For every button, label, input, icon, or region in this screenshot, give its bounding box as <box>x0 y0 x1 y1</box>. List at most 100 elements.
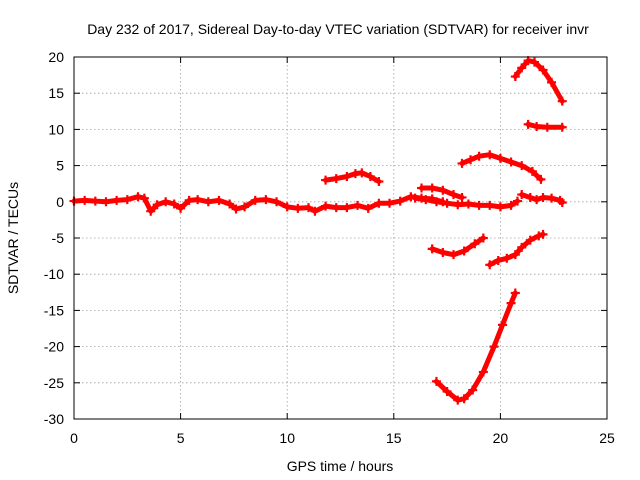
data-point <box>90 196 100 206</box>
data-point <box>353 200 363 210</box>
x-tick-label: 0 <box>70 430 78 446</box>
x-axis-label: GPS time / hours <box>287 458 394 474</box>
data-point <box>502 253 512 263</box>
data-point <box>510 72 520 82</box>
data-point <box>448 190 458 200</box>
data-point <box>474 200 484 210</box>
data-point <box>453 395 463 405</box>
data-point <box>161 197 171 207</box>
y-tick-label: 0 <box>56 194 64 210</box>
data-point <box>538 65 548 75</box>
data-point <box>538 192 548 202</box>
data-series-6 <box>457 150 546 184</box>
data-point <box>459 394 469 404</box>
plot-frame <box>73 56 608 420</box>
data-point <box>485 150 495 160</box>
y-tick-label: -10 <box>44 266 64 282</box>
data-point <box>470 239 480 249</box>
data-point <box>536 174 546 184</box>
data-point <box>523 119 533 129</box>
data-point <box>374 198 384 208</box>
data-point <box>152 200 162 210</box>
chart-title: Day 232 of 2017, Sidereal Day-to-day VTE… <box>87 21 589 37</box>
data-point <box>385 198 395 208</box>
y-tick-label: -30 <box>44 411 64 427</box>
data-point <box>231 204 241 214</box>
data-point <box>331 203 341 213</box>
data-series-9 <box>510 56 567 106</box>
data-point <box>527 166 537 176</box>
data-point <box>534 231 544 241</box>
data-point <box>495 153 505 163</box>
y-tick-label: -20 <box>44 339 64 355</box>
data-point <box>240 202 250 212</box>
data-point <box>485 260 495 270</box>
data-series-8 <box>517 190 567 208</box>
data-point <box>293 203 303 213</box>
data-point <box>310 206 320 216</box>
data-point <box>463 199 473 209</box>
data-series-1 <box>69 192 448 216</box>
data-point <box>478 367 488 377</box>
data-point <box>363 203 373 213</box>
data-point <box>374 177 384 187</box>
data-point <box>542 122 552 132</box>
data-point <box>101 197 111 207</box>
y-tick-label: -15 <box>44 302 64 318</box>
data-point <box>146 206 156 216</box>
data-point <box>250 195 260 205</box>
data-point <box>282 202 292 212</box>
data-point <box>448 250 458 260</box>
data-point <box>122 195 132 205</box>
y-tick-label: 10 <box>48 121 64 137</box>
data-point <box>525 192 535 202</box>
data-point <box>457 158 467 168</box>
x-tick-label: 5 <box>177 430 185 446</box>
data-point <box>357 168 367 178</box>
data-point <box>459 246 469 256</box>
data-point <box>506 298 516 308</box>
data-point <box>304 203 314 213</box>
data-point <box>517 190 527 200</box>
data-point <box>495 202 505 212</box>
data-point <box>457 192 467 202</box>
axis-ticks: 0 5 10 15 20 25 -30 -25 -20 -15 -10 -5 0 5 10 15 20 <box>44 49 615 446</box>
data-point <box>203 197 213 207</box>
series-line <box>412 195 520 210</box>
x-tick-label: 15 <box>386 430 402 446</box>
data-point <box>112 195 122 205</box>
data-point <box>557 122 567 132</box>
x-tick-label: 25 <box>599 430 615 446</box>
data-point <box>489 342 499 352</box>
data-point <box>478 233 488 243</box>
x-tick-label: 10 <box>279 430 295 446</box>
data-point <box>506 200 516 210</box>
data-point <box>547 193 557 203</box>
data-series-11 <box>431 288 520 405</box>
y-axis-label: SDTVAR / TECUs <box>5 182 21 294</box>
data-point <box>342 203 352 213</box>
data-point <box>525 235 535 245</box>
data-point <box>427 244 437 254</box>
data-point <box>225 199 235 209</box>
x-tick-label: 20 <box>493 430 509 446</box>
data-point <box>431 376 441 386</box>
data-point <box>510 250 520 260</box>
data-point <box>133 192 143 202</box>
data-point <box>547 77 557 87</box>
data-point <box>176 203 186 213</box>
data-point <box>517 161 527 171</box>
data-point <box>510 288 520 298</box>
data-point <box>272 197 282 207</box>
data-point <box>474 151 484 161</box>
data-point <box>517 242 527 252</box>
y-tick-label: 15 <box>48 85 64 101</box>
data-point <box>261 195 271 205</box>
data-series-3 <box>417 183 467 202</box>
data-point <box>193 195 203 205</box>
data-series-10 <box>523 119 567 132</box>
data-point <box>512 196 522 206</box>
data-point <box>321 175 331 185</box>
data-point <box>468 385 478 395</box>
